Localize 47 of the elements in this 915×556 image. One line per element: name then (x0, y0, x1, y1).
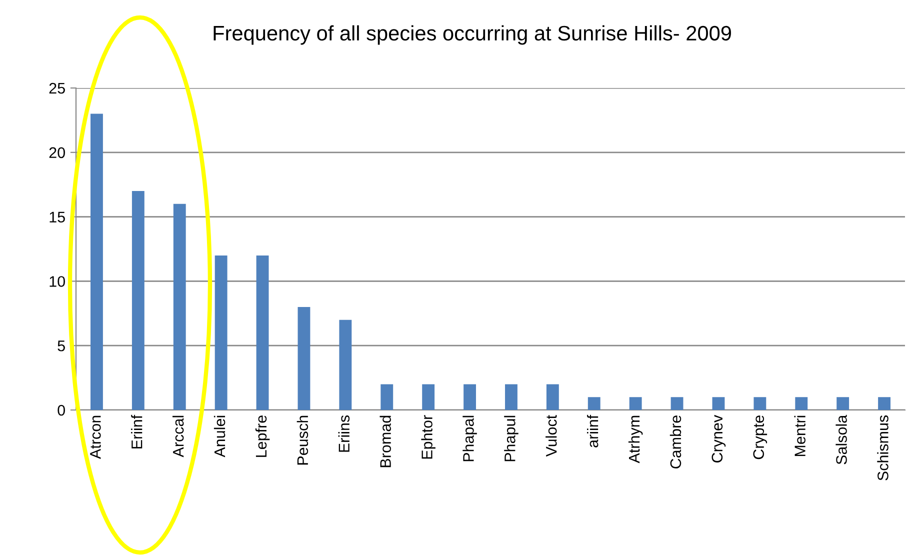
x-tick-label: Schismus (877, 415, 888, 480)
x-tick-label: Arccal (172, 416, 184, 458)
bar (878, 397, 890, 410)
bar (422, 384, 435, 410)
x-tick-label: Atrhym (628, 416, 643, 464)
y-tick-label: 20 (49, 147, 65, 158)
x-tick-label: Phapul (504, 416, 518, 462)
bar (214, 255, 228, 410)
x-tick-label: Crynev (712, 414, 726, 462)
x-tick-label: Eriins (338, 415, 350, 452)
bar (173, 204, 186, 410)
x-tick-label: Vuloct (546, 414, 557, 457)
x-tick-label: Salsola (836, 414, 847, 464)
x-tick-label: Anulei (214, 416, 226, 458)
bar (339, 320, 352, 410)
bar (754, 397, 766, 410)
bar (712, 397, 725, 410)
y-tick-label: 25 (49, 82, 65, 94)
bar (90, 114, 103, 410)
bar (464, 384, 476, 410)
bar (670, 397, 684, 410)
x-tick-label: Atrcon (90, 416, 101, 459)
bar (629, 397, 642, 410)
bar (505, 384, 518, 410)
x-tick-label: Ephtor (421, 415, 436, 459)
x-tick-label: Cambre (670, 416, 682, 468)
bar (836, 397, 850, 410)
bar (380, 384, 394, 410)
x-tick-label: Crypte (753, 416, 768, 460)
bar (298, 306, 310, 410)
x-tick-label: Phapal (462, 416, 477, 462)
bar (795, 397, 808, 410)
bar (256, 255, 269, 410)
bar (588, 397, 600, 410)
x-tick-label: Mentri (794, 416, 806, 456)
y-tick-label: 15 (50, 212, 65, 222)
y-tick-label: 0 (58, 404, 65, 416)
x-tick-label: ariinf (587, 414, 598, 448)
x-tick-label: Peusch (296, 416, 308, 465)
x-tick-label: Eriinf (131, 414, 142, 448)
x-tick-label: Lepfre (255, 416, 270, 457)
bar (132, 191, 144, 410)
x-tick-label: Bromad (380, 416, 391, 468)
chart-title: Frequency of all species occurring at Sunrise Hills- 2009 (214, 25, 731, 45)
y-tick-label: 10 (50, 276, 65, 287)
y-tick-label: 5 (58, 340, 65, 352)
bar (546, 384, 559, 410)
